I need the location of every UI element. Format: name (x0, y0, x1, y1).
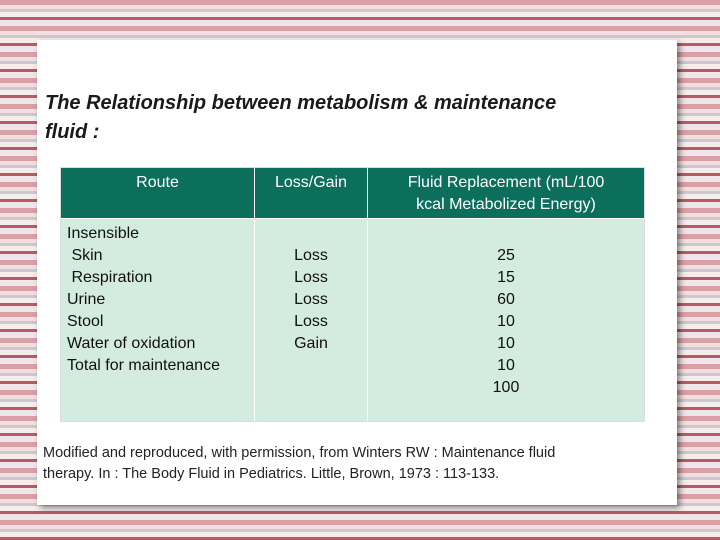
replacement-row: 10 (497, 357, 515, 374)
loss-gain-row: Gain (294, 335, 328, 352)
route-row: Skin (67, 247, 103, 264)
route-row: Urine (67, 291, 106, 308)
citation-line-1: Modified and reproduced, with permission… (43, 445, 556, 461)
replacement-row: 15 (497, 269, 515, 286)
loss-gain-column: Loss Loss Loss Loss Gain (255, 219, 367, 421)
loss-gain-row: Loss (294, 313, 328, 330)
header-loss-gain: Loss/Gain (255, 168, 367, 218)
citation-footer: Modified and reproduced, with permission… (43, 443, 673, 485)
replacement-row: 10 (497, 335, 515, 352)
replacement-row: 10 (497, 313, 515, 330)
route-row: Total for maintenance (67, 357, 220, 374)
loss-gain-row: Loss (294, 291, 328, 308)
route-row: Insensible (67, 225, 140, 242)
title-line-1: The Relationship between metabolism & ma… (45, 92, 557, 114)
header-fluid-replacement: Fluid Replacement (mL/100 kcal Metaboliz… (368, 168, 644, 218)
route-row: Stool (67, 313, 104, 330)
header-route: Route (61, 168, 254, 218)
loss-gain-row: Loss (294, 247, 328, 264)
replacement-row: 100 (492, 379, 520, 396)
loss-gain-row: Loss (294, 269, 328, 286)
fluid-table: Route Loss/Gain Fluid Replacement (mL/10… (60, 167, 645, 422)
route-row: Water of oxidation (67, 335, 196, 352)
route-column: Insensible Skin Respiration Urine Stool … (61, 219, 254, 421)
replacement-column: 25 15 60 10 10 10 100 (368, 219, 644, 421)
title-line-2: fluid : (45, 121, 100, 143)
slide-title: The Relationship between metabolism & ma… (45, 89, 675, 147)
route-row: Respiration (67, 269, 153, 286)
citation-line-2: therapy. In : The Body Fluid in Pediatri… (43, 466, 500, 482)
replacement-row: 60 (497, 291, 515, 308)
replacement-row: 25 (497, 247, 515, 264)
